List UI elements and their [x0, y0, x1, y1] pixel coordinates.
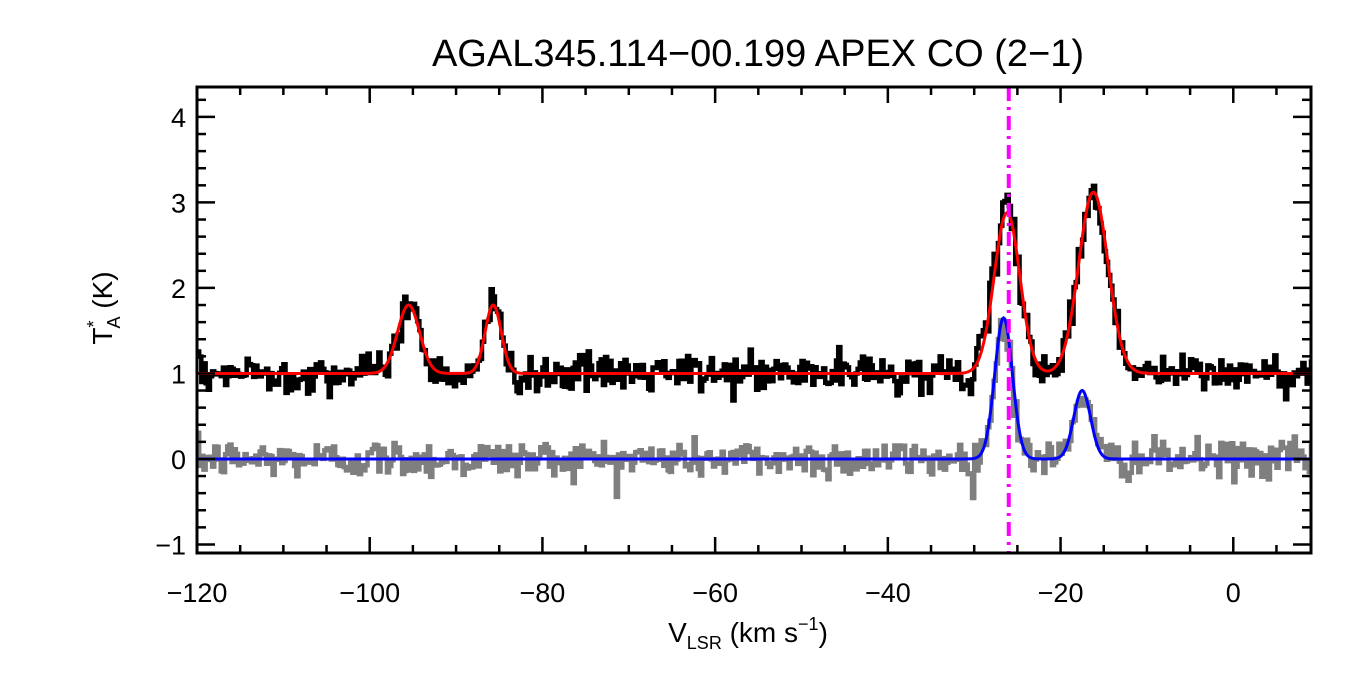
labels-layer: −120 −100 −80 −60 −40 −20 0 −1 0 1 2 3 4 AGAL345.114−…	[84, 33, 1241, 653]
y-axis-label-subscript: A	[104, 316, 124, 328]
x-axis-label: VLSR (km s−1)	[668, 614, 828, 653]
y-tick-label: 1	[171, 359, 186, 389]
y-axis-label-main: T	[87, 328, 118, 345]
x-tick-label: −120	[167, 578, 228, 608]
y-axis-label-unit: (K)	[87, 271, 118, 316]
series-1-observed-spectrum	[197, 317, 1311, 501]
x-axis-label-main: V	[668, 617, 687, 648]
plot-data-layer	[197, 87, 1311, 553]
x-tick-label: 0	[1226, 578, 1241, 608]
x-tick-label: −20	[1038, 578, 1084, 608]
chart-title: AGAL345.114−00.199 APEX CO (2−1)	[432, 33, 1084, 75]
series-2-gaussian-fit	[197, 190, 1311, 375]
axes-frame-layer	[195, 85, 1313, 555]
x-tick-label: −100	[339, 578, 400, 608]
x-axis-label-superscript: −1	[798, 614, 819, 634]
y-tick-label: 4	[171, 103, 186, 133]
y-axis-label: T*A (K)	[84, 271, 124, 344]
x-axis-label-subscript: LSR	[687, 633, 722, 653]
y-axis-label-group: T*A (K)	[84, 271, 124, 344]
x-tick-label: −40	[865, 578, 911, 608]
series-3-gaussian-fit	[197, 315, 1311, 461]
y-tick-label: 3	[171, 188, 186, 218]
plot-frame	[195, 85, 1313, 555]
x-axis-label-unit-close: )	[819, 617, 828, 648]
y-tick-label: 2	[171, 274, 186, 304]
y-tick-label: 0	[171, 445, 186, 475]
y-tick-label: −1	[155, 530, 186, 560]
series-0-observed-spectrum	[197, 183, 1311, 403]
x-tick-label: −60	[692, 578, 738, 608]
x-axis-label-unit: (km s	[722, 617, 798, 648]
x-tick-label: −80	[520, 578, 566, 608]
y-axis-label-superscript: *	[84, 321, 104, 328]
